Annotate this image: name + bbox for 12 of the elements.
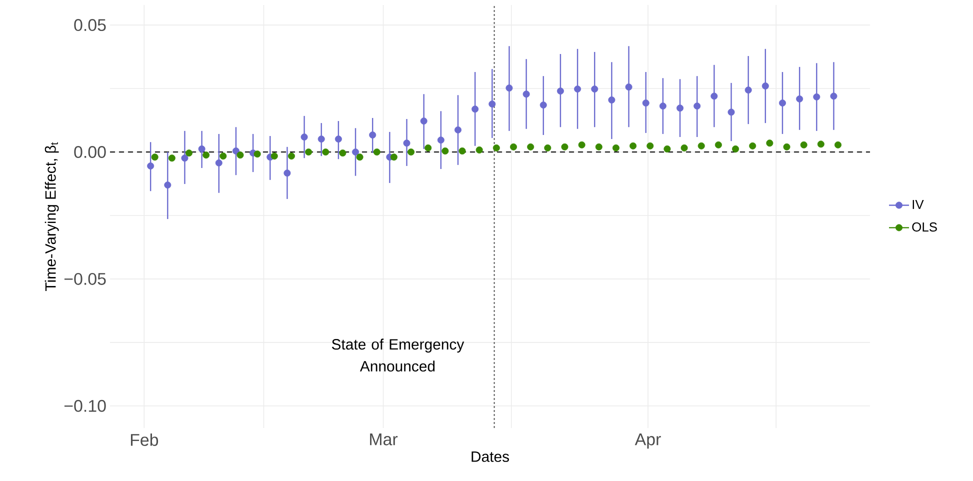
legend-label: OLS — [912, 222, 937, 232]
y-tick-label: −0.10 — [64, 400, 106, 412]
y-tick-label: −0.05 — [64, 272, 106, 285]
y-tick-label: 0.00 — [74, 146, 106, 158]
x-tick-label: Apr — [634, 434, 661, 449]
y-tick-label: 0.05 — [74, 19, 106, 32]
legend-label: IV — [912, 200, 924, 209]
x-tick-label: Mar — [370, 434, 398, 446]
y-axis-title: Time-Varying Effect, β$_{t}$ — [44, 142, 59, 291]
x-axis-title: Dates — [472, 452, 509, 462]
ref-line-label: State of Emergency Announced — [332, 338, 464, 372]
x-tick-label: Feb — [130, 434, 158, 446]
